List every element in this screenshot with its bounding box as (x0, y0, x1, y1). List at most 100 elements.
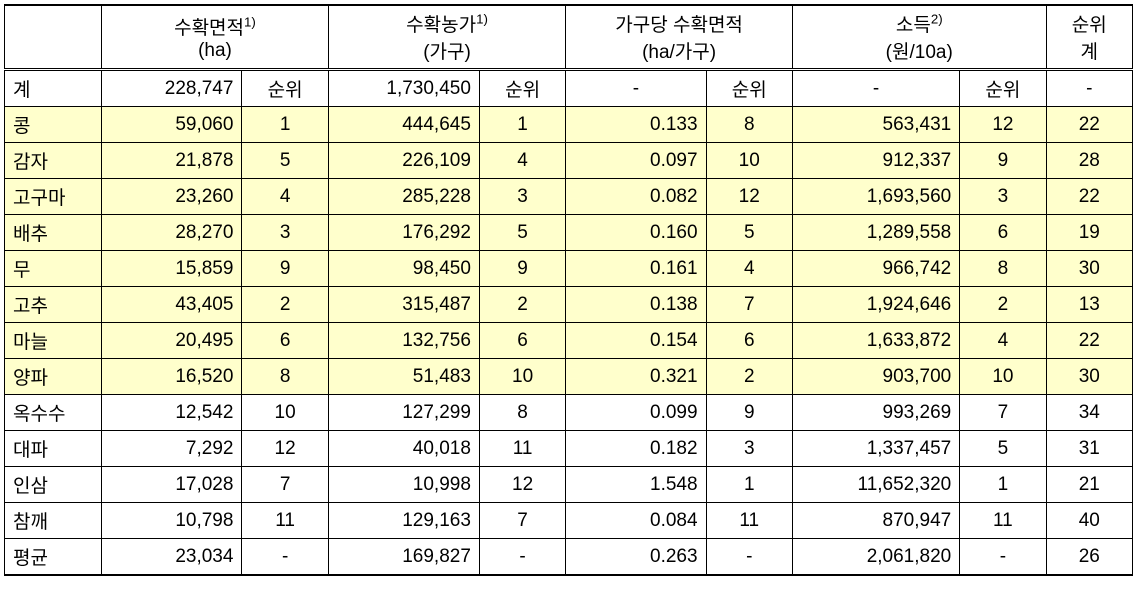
total-v2: 1,730,450 (328, 70, 479, 107)
row-v4: 11,652,320 (792, 467, 959, 503)
row-r3: 7 (706, 287, 792, 323)
row-v4: 563,431 (792, 107, 959, 143)
total-label: 계 (5, 70, 102, 107)
avg-r1: - (242, 539, 328, 576)
total-r1: 순위 (242, 70, 328, 107)
row-r1: 7 (242, 467, 328, 503)
row-r1: 10 (242, 395, 328, 431)
row-v4: 1,693,560 (792, 179, 959, 215)
row-r1: 3 (242, 215, 328, 251)
row-r3: 2 (706, 359, 792, 395)
row-r1: 8 (242, 359, 328, 395)
total-r4: 순위 (960, 70, 1046, 107)
row-v1: 7,292 (102, 431, 242, 467)
row-r2: 4 (479, 143, 565, 179)
row-label: 고추 (5, 287, 102, 323)
row-r5: 30 (1046, 359, 1132, 395)
row-v4: 903,700 (792, 359, 959, 395)
row-r4: 10 (960, 359, 1046, 395)
row-r2: 7 (479, 503, 565, 539)
row-v3: 0.099 (566, 395, 706, 431)
row-v4: 912,337 (792, 143, 959, 179)
row-r5: 40 (1046, 503, 1132, 539)
row-label: 인삼 (5, 467, 102, 503)
avg-label: 평균 (5, 539, 102, 576)
row-v2: 444,645 (328, 107, 479, 143)
avg-v3: 0.263 (566, 539, 706, 576)
row-v3: 1.548 (566, 467, 706, 503)
row-label: 배추 (5, 215, 102, 251)
table-row: 고추43,4052315,48720.13871,924,646213 (5, 287, 1133, 323)
row-r3: 11 (706, 503, 792, 539)
avg-r5: 26 (1046, 539, 1132, 576)
avg-row: 평균 23,034 - 169,827 - 0.263 - 2,061,820 … (5, 539, 1133, 576)
table-body: 계 228,747 순위 1,730,450 순위 - 순위 - 순위 - (5, 70, 1133, 107)
total-r3: 순위 (706, 70, 792, 107)
row-v1: 43,405 (102, 287, 242, 323)
avg-v4: 2,061,820 (792, 539, 959, 576)
total-r5: - (1046, 70, 1132, 107)
row-v2: 226,109 (328, 143, 479, 179)
row-r1: 11 (242, 503, 328, 539)
row-r4: 9 (960, 143, 1046, 179)
row-v3: 0.138 (566, 287, 706, 323)
row-r3: 9 (706, 395, 792, 431)
row-r3: 4 (706, 251, 792, 287)
row-v3: 0.082 (566, 179, 706, 215)
table-row: 무15,859998,45090.1614966,742830 (5, 251, 1133, 287)
row-v2: 315,487 (328, 287, 479, 323)
row-label: 무 (5, 251, 102, 287)
row-v1: 10,798 (102, 503, 242, 539)
crop-statistics-table: 수확면적1)(ha) 수확농가1)(가구) 가구당 수확면적(ha/가구) 소득… (4, 4, 1133, 576)
row-label: 옥수수 (5, 395, 102, 431)
avg-v2: 169,827 (328, 539, 479, 576)
row-v1: 23,260 (102, 179, 242, 215)
row-v3: 0.160 (566, 215, 706, 251)
row-v1: 21,878 (102, 143, 242, 179)
row-r4: 12 (960, 107, 1046, 143)
row-r4: 3 (960, 179, 1046, 215)
row-v3: 0.161 (566, 251, 706, 287)
row-v4: 1,289,558 (792, 215, 959, 251)
row-v4: 1,337,457 (792, 431, 959, 467)
row-r4: 6 (960, 215, 1046, 251)
table-row: 콩59,0601444,64510.1338563,4311222 (5, 107, 1133, 143)
row-r5: 22 (1046, 323, 1132, 359)
row-r3: 12 (706, 179, 792, 215)
row-v2: 176,292 (328, 215, 479, 251)
table-row: 대파7,2921240,018110.18231,337,457531 (5, 431, 1133, 467)
row-v3: 0.084 (566, 503, 706, 539)
row-v1: 28,270 (102, 215, 242, 251)
row-r2: 10 (479, 359, 565, 395)
row-r4: 11 (960, 503, 1046, 539)
row-r2: 12 (479, 467, 565, 503)
row-r1: 12 (242, 431, 328, 467)
row-r4: 5 (960, 431, 1046, 467)
row-v2: 10,998 (328, 467, 479, 503)
table-row: 배추28,2703176,29250.16051,289,558619 (5, 215, 1133, 251)
row-v3: 0.321 (566, 359, 706, 395)
total-row: 계 228,747 순위 1,730,450 순위 - 순위 - 순위 - (5, 70, 1133, 107)
row-r1: 6 (242, 323, 328, 359)
table-row: 참깨10,79811129,16370.08411870,9471140 (5, 503, 1133, 539)
row-r4: 2 (960, 287, 1046, 323)
row-label: 감자 (5, 143, 102, 179)
row-r4: 7 (960, 395, 1046, 431)
table-row: 양파16,520851,483100.3212903,7001030 (5, 359, 1133, 395)
row-v4: 993,269 (792, 395, 959, 431)
row-r3: 3 (706, 431, 792, 467)
header-income: 소득2)(원/10a) (792, 5, 1046, 70)
total-v4: - (792, 70, 959, 107)
row-r5: 30 (1046, 251, 1132, 287)
header-blank (5, 5, 102, 70)
row-v2: 129,163 (328, 503, 479, 539)
row-r1: 4 (242, 179, 328, 215)
row-r5: 31 (1046, 431, 1132, 467)
data-rows: 콩59,0601444,64510.1338563,4311222감자21,87… (5, 107, 1133, 539)
avg-r2: - (479, 539, 565, 576)
row-r5: 19 (1046, 215, 1132, 251)
row-label: 콩 (5, 107, 102, 143)
row-r4: 1 (960, 467, 1046, 503)
table-row: 인삼17,028710,998121.548111,652,320121 (5, 467, 1133, 503)
row-label: 양파 (5, 359, 102, 395)
